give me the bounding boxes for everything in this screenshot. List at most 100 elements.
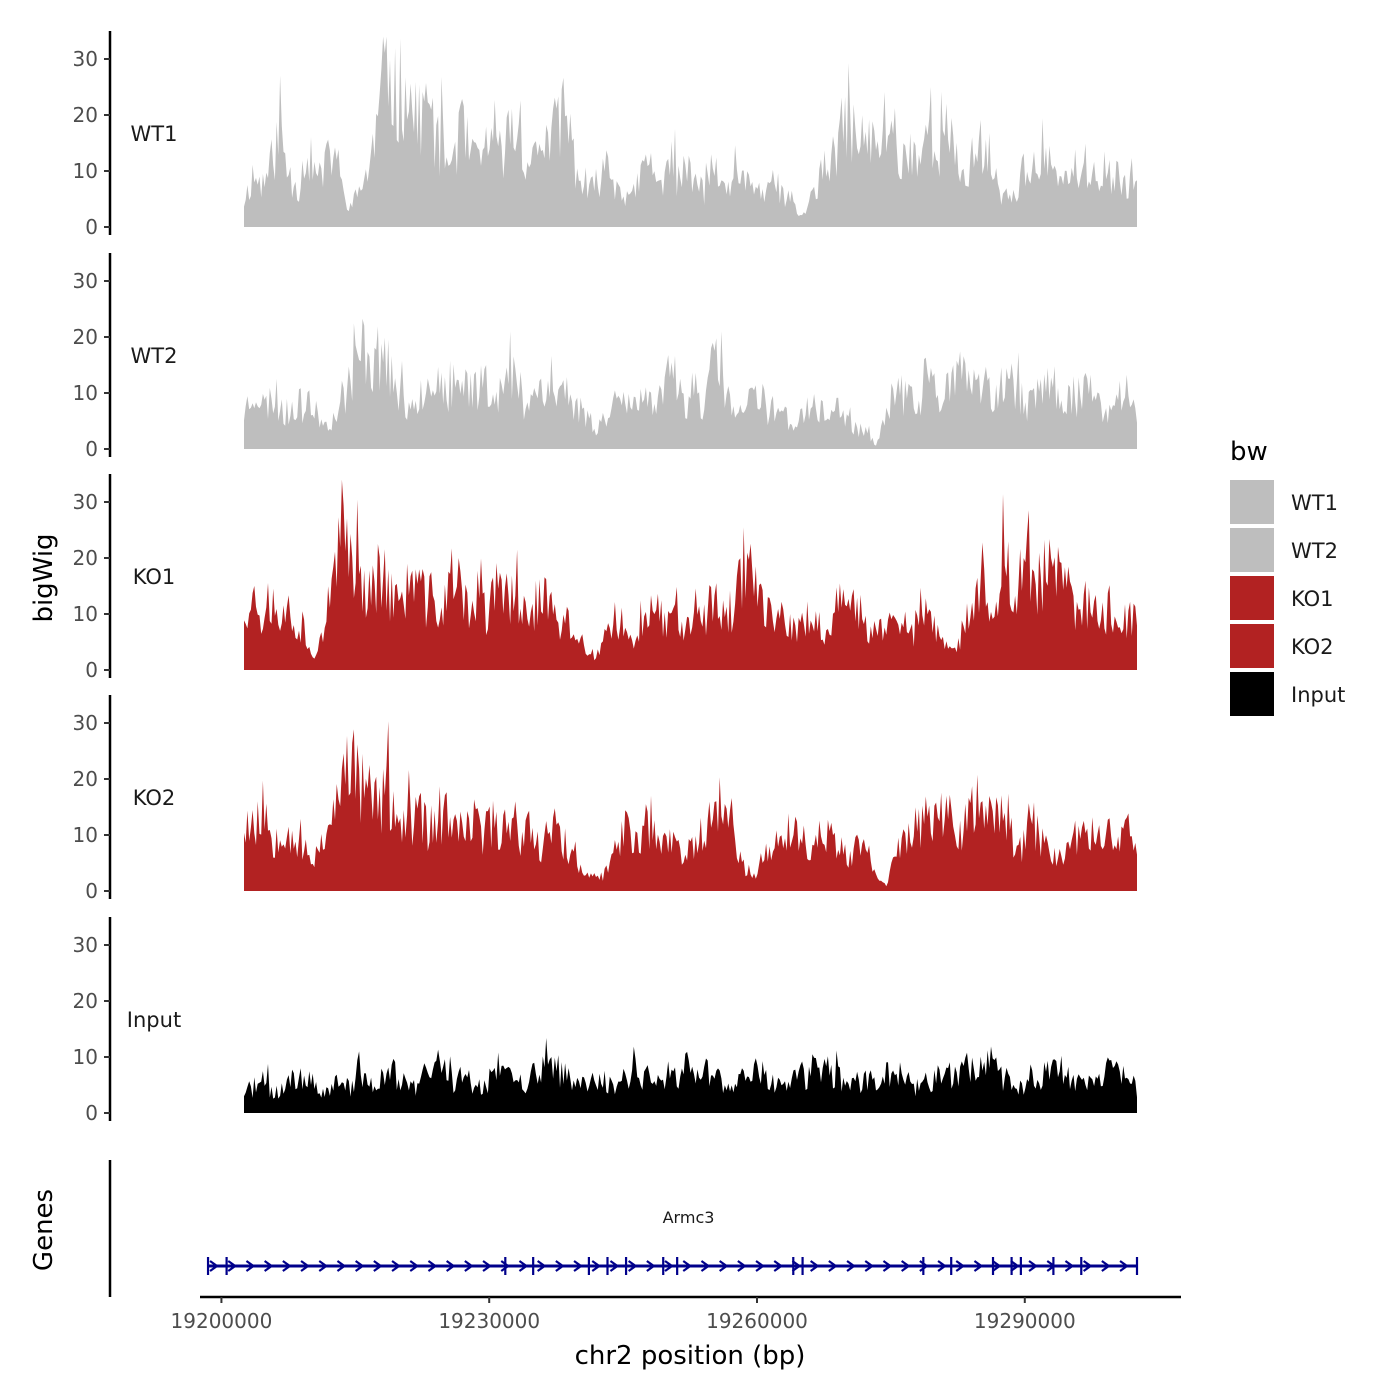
- y-tick-label: 10: [73, 1045, 98, 1069]
- strand-arrow: [1028, 1260, 1038, 1272]
- track-panels: 0 10 20 30 WT1 0 10 20 30 WT2 0 10 20 30 KO1 0 10 20 30 KO2…: [73, 31, 1137, 1125]
- legend-item-wt2: WT2: [1230, 528, 1338, 572]
- legend-title: bw: [1230, 437, 1268, 467]
- x-tick-label: 19200000: [171, 1309, 273, 1333]
- legend-label: KO1: [1291, 587, 1334, 611]
- y-axis-title: bigWig: [29, 533, 59, 622]
- strand-arrow: [227, 1260, 238, 1272]
- track-wt1: 0 10 20 30 WT1: [73, 31, 1137, 239]
- strand-arrow: [536, 1260, 547, 1272]
- y-tick-label: 20: [73, 325, 98, 349]
- y-tick-label: 0: [85, 437, 98, 461]
- x-tick-label: 19230000: [438, 1309, 540, 1333]
- strand-arrow: [555, 1260, 565, 1272]
- strand-arrow: [864, 1260, 875, 1272]
- strand-arrow: [1119, 1260, 1129, 1272]
- y-tick-label: 0: [85, 1101, 98, 1125]
- strand-arrow: [846, 1260, 856, 1272]
- strand-arrow: [1101, 1260, 1111, 1272]
- strand-arrow: [464, 1260, 474, 1272]
- legend-label: Input: [1291, 683, 1345, 707]
- strand-arrow: [518, 1260, 529, 1272]
- strand-arrow: [791, 1260, 802, 1272]
- strand-arrow: [973, 1260, 984, 1272]
- legend: bw WT1 WT2 KO1 KO2 Input: [1230, 437, 1345, 716]
- strand-arrow: [682, 1260, 693, 1272]
- strand-arrow: [318, 1260, 329, 1272]
- strand-arrow: [427, 1260, 438, 1272]
- legend-label: WT1: [1291, 491, 1338, 515]
- y-tick-label: 20: [73, 767, 98, 791]
- y-tick-label: 0: [85, 658, 98, 682]
- track-ko1: 0 10 20 30 KO1: [73, 474, 1137, 682]
- strand-arrow: [700, 1260, 711, 1272]
- legend-item-ko2: KO2: [1230, 624, 1334, 668]
- y-tick-label: 20: [73, 989, 98, 1013]
- strand-arrow: [828, 1260, 838, 1272]
- y-tick-label: 10: [73, 381, 98, 405]
- strand-arrow: [627, 1260, 638, 1272]
- strand-arrow: [664, 1260, 674, 1272]
- strand-arrow: [391, 1260, 401, 1272]
- legend-item-wt1: WT1: [1230, 480, 1338, 524]
- track-wt2: 0 10 20 30 WT2: [73, 253, 1137, 461]
- strand-arrow: [991, 1260, 1002, 1272]
- strand-arrow: [354, 1260, 365, 1272]
- y-tick-label: 30: [73, 47, 98, 71]
- track-input: 0 10 20 30 Input: [73, 917, 1137, 1125]
- legend-swatch: [1230, 624, 1274, 668]
- strand-arrow: [591, 1260, 602, 1272]
- legend-swatch: [1230, 480, 1274, 524]
- strand-arrow: [263, 1260, 274, 1272]
- strand-arrow: [882, 1260, 893, 1272]
- strand-arrow: [282, 1260, 292, 1272]
- y-tick-label: 30: [73, 711, 98, 735]
- legend-swatch: [1230, 672, 1274, 716]
- gene-track: Armc3: [108, 1160, 1139, 1297]
- strand-arrow: [336, 1260, 347, 1272]
- track-ko2: 0 10 20 30 KO2: [73, 695, 1137, 903]
- legend-label: KO2: [1291, 635, 1334, 659]
- legend-swatch: [1230, 576, 1274, 620]
- coverage-area-wt2: [244, 318, 1137, 449]
- coverage-area-ko2: [244, 721, 1137, 891]
- y-tick-label: 30: [73, 490, 98, 514]
- y-tick-label: 20: [73, 546, 98, 570]
- coverage-area-ko1: [244, 479, 1137, 670]
- strand-arrow: [755, 1260, 765, 1272]
- strand-arrow: [500, 1260, 511, 1272]
- strand-arrow: [445, 1260, 456, 1272]
- track-label: Input: [127, 1008, 181, 1032]
- strand-arrow: [373, 1260, 383, 1272]
- y-tick-label: 30: [73, 269, 98, 293]
- legend-item-input: Input: [1230, 672, 1345, 716]
- strand-arrow: [1010, 1260, 1020, 1272]
- coverage-area-wt1: [244, 36, 1137, 227]
- gene-name-label: Armc3: [663, 1208, 715, 1227]
- track-label: KO2: [133, 786, 176, 810]
- strand-arrow: [573, 1260, 583, 1272]
- track-label: WT1: [131, 122, 178, 146]
- strand-arrow: [937, 1260, 947, 1272]
- strand-arrow: [737, 1260, 747, 1272]
- y-tick-label: 10: [73, 823, 98, 847]
- strand-arrow: [1082, 1260, 1093, 1272]
- y-tick-label: 10: [73, 159, 98, 183]
- strand-arrow: [609, 1260, 620, 1272]
- x-axis: 19200000 19230000 19260000 19290000: [171, 1295, 1181, 1333]
- strand-arrow: [900, 1260, 911, 1272]
- strand-arrow: [482, 1260, 492, 1272]
- strand-arrow: [300, 1260, 310, 1272]
- gene-armc3: Armc3: [206, 1208, 1139, 1275]
- strand-arrow: [919, 1260, 929, 1272]
- strand-arrow: [718, 1260, 729, 1272]
- x-axis-title: chr2 position (bp): [575, 1341, 806, 1371]
- y-tick-label: 20: [73, 103, 98, 127]
- track-label: KO1: [133, 565, 176, 589]
- strand-arrow: [245, 1260, 256, 1272]
- y-tick-label: 10: [73, 602, 98, 626]
- strand-arrow: [646, 1260, 656, 1272]
- strand-arrow: [955, 1260, 966, 1272]
